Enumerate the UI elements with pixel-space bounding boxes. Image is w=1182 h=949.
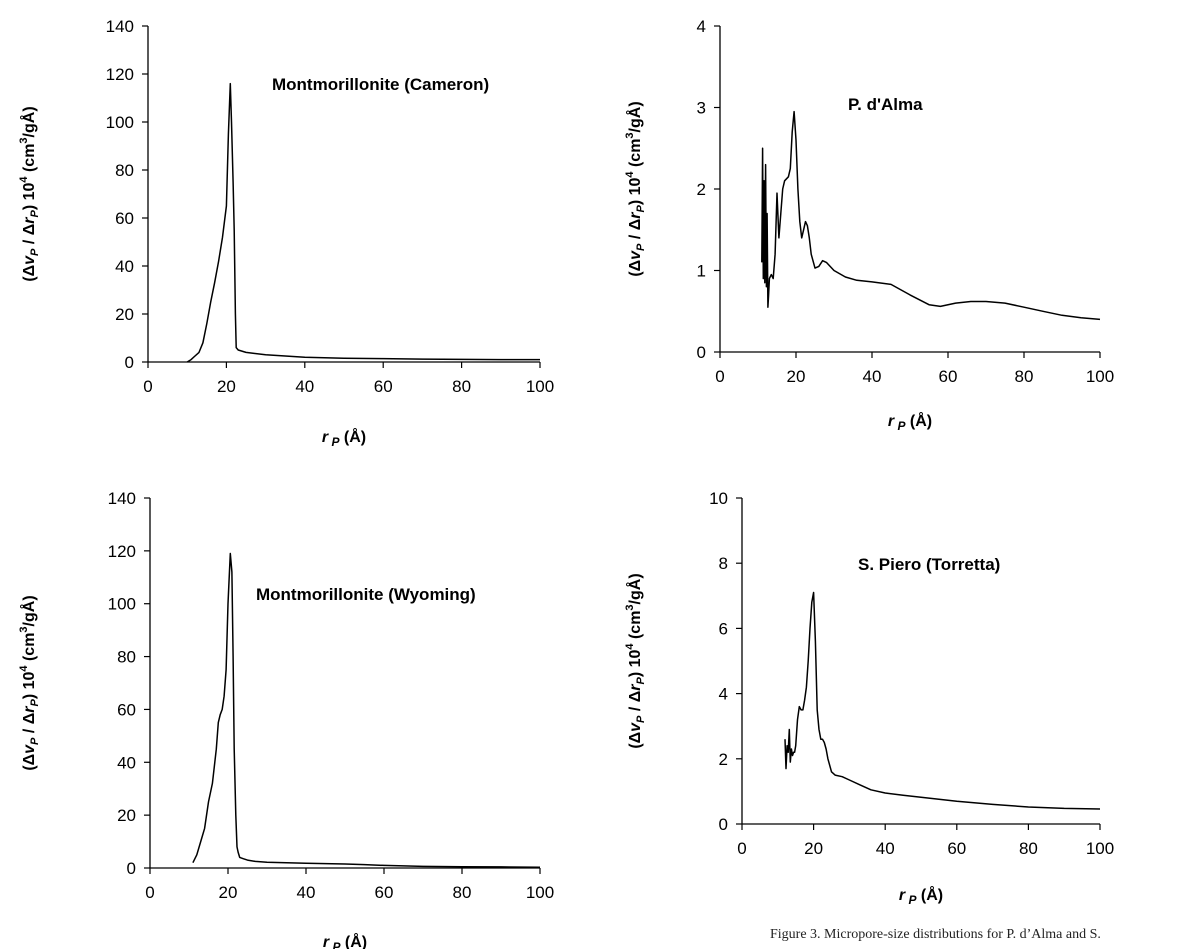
chart-3-title: S. Piero (Torretta) <box>858 555 1000 574</box>
chart-3-y-tick-label: 10 <box>709 489 728 508</box>
chart-1-y-tick-label: 4 <box>697 17 706 36</box>
chart-1-y-tick-label: 0 <box>697 343 706 362</box>
chart-0-series-0-line <box>186 82 540 363</box>
chart-3-y-tick-label: 8 <box>719 554 728 573</box>
chart-0-y-tick-label: 80 <box>115 161 134 180</box>
chart-2-y-tick-label: 40 <box>117 753 136 772</box>
chart-2-series-0-line <box>192 552 541 868</box>
chart-2-y-tick-label: 0 <box>127 859 136 878</box>
chart-2-y-tick-label: 120 <box>108 542 136 561</box>
chart-0-title: Montmorillonite (Cameron) <box>272 75 489 94</box>
chart-0-x-tick-label: 80 <box>452 377 471 396</box>
chart-3-x-tick-label: 20 <box>804 839 823 858</box>
chart-2: 0 20 40 60 80 100 0 20 40 60 80 100 120 140 Montmorill… <box>18 489 554 949</box>
chart-2-x-tick-label: 100 <box>526 883 554 902</box>
chart-3-x-tick-label: 40 <box>876 839 895 858</box>
chart-1-x-tick-label: 40 <box>863 367 882 386</box>
chart-0-y-tick-label: 0 <box>125 353 134 372</box>
chart-0-x-axis-label: r P (Å) <box>322 427 366 449</box>
chart-0-x-tick-label: 100 <box>526 377 554 396</box>
chart-2-x-axis-label: r P (Å) <box>323 932 367 949</box>
chart-2-title: Montmorillonite (Wyoming) <box>256 585 476 604</box>
chart-1-y-tick-label: 2 <box>697 180 706 199</box>
chart-2-y-tick-label: 140 <box>108 489 136 508</box>
chart-0-y-tick-label: 120 <box>106 65 134 84</box>
chart-0-x-tick-label: 60 <box>374 377 393 396</box>
chart-0-y-tick-label: 140 <box>106 17 134 36</box>
chart-3-y-axis-label: (ΔvP / ΔrP) 104 (cm3/gÅ) <box>624 573 647 748</box>
figure-caption: Figure 3. Micropore-size distributions f… <box>770 927 1101 942</box>
chart-2-y-tick-label: 100 <box>108 595 136 614</box>
chart-1-x-tick-label: 60 <box>939 367 958 386</box>
chart-3-x-tick-label: 80 <box>1019 839 1038 858</box>
chart-0-y-axis-label: (ΔvP / ΔrP) 104 (cm3/gÅ) <box>18 106 41 281</box>
chart-0-x-tick-label: 40 <box>295 377 314 396</box>
chart-2-x-tick-label: 20 <box>219 883 238 902</box>
chart-3-y-tick-label: 4 <box>719 685 728 704</box>
chart-3-x-tick-label: 60 <box>947 839 966 858</box>
chart-2-y-axis-label: (ΔvP / ΔrP) 104 (cm3/gÅ) <box>18 595 41 770</box>
chart-0-x-tick-label: 0 <box>143 377 152 396</box>
chart-3-series-0-line <box>784 591 1101 810</box>
chart-1-y-tick-label: 3 <box>697 99 706 118</box>
chart-3-y-tick-label: 6 <box>719 619 728 638</box>
chart-1-x-tick-label: 20 <box>787 367 806 386</box>
chart-3: 0 20 40 60 80 100 0 2 4 6 8 10 S. Piero (Torretta) r … <box>624 489 1114 907</box>
chart-3-y-tick-label: 0 <box>719 815 728 834</box>
chart-2-x-tick-label: 60 <box>375 883 394 902</box>
chart-0: 0 20 40 60 80 100 0 20 40 60 80 100 120 140 Montmorill… <box>18 17 554 449</box>
chart-0-y-tick-label: 20 <box>115 305 134 324</box>
chart-3-x-axis-label: r P (Å) <box>899 885 943 907</box>
chart-2-x-tick-label: 0 <box>145 883 154 902</box>
chart-3-x-tick-label: 0 <box>737 839 746 858</box>
chart-1-x-tick-label: 80 <box>1015 367 1034 386</box>
chart-1-y-axis-label: (ΔvP / ΔrP) 104 (cm3/gÅ) <box>624 101 647 276</box>
chart-3-x-tick-label: 100 <box>1086 839 1114 858</box>
chart-0-y-tick-label: 40 <box>115 257 134 276</box>
chart-1-x-tick-label: 0 <box>715 367 724 386</box>
chart-2-x-tick-label: 40 <box>297 883 316 902</box>
chart-2-y-tick-label: 20 <box>117 806 136 825</box>
chart-0-y-tick-label: 60 <box>115 209 134 228</box>
chart-0-x-tick-label: 20 <box>217 377 236 396</box>
chart-1-y-tick-label: 1 <box>697 262 706 281</box>
chart-1-series-0-line <box>761 110 1101 321</box>
chart-3-y-tick-label: 2 <box>719 750 728 769</box>
chart-2-y-tick-label: 80 <box>117 648 136 667</box>
chart-1-x-axis-label: r P (Å) <box>888 411 932 433</box>
chart-1: 0 20 40 60 80 100 0 1 2 3 4 P. d'Alma r P (Å) (ΔvP / … <box>624 17 1114 433</box>
chart-2-x-tick-label: 80 <box>453 883 472 902</box>
chart-1-title: P. d'Alma <box>848 95 923 114</box>
chart-1-x-tick-label: 100 <box>1086 367 1114 386</box>
chart-2-y-tick-label: 60 <box>117 700 136 719</box>
chart-0-y-tick-label: 100 <box>106 113 134 132</box>
